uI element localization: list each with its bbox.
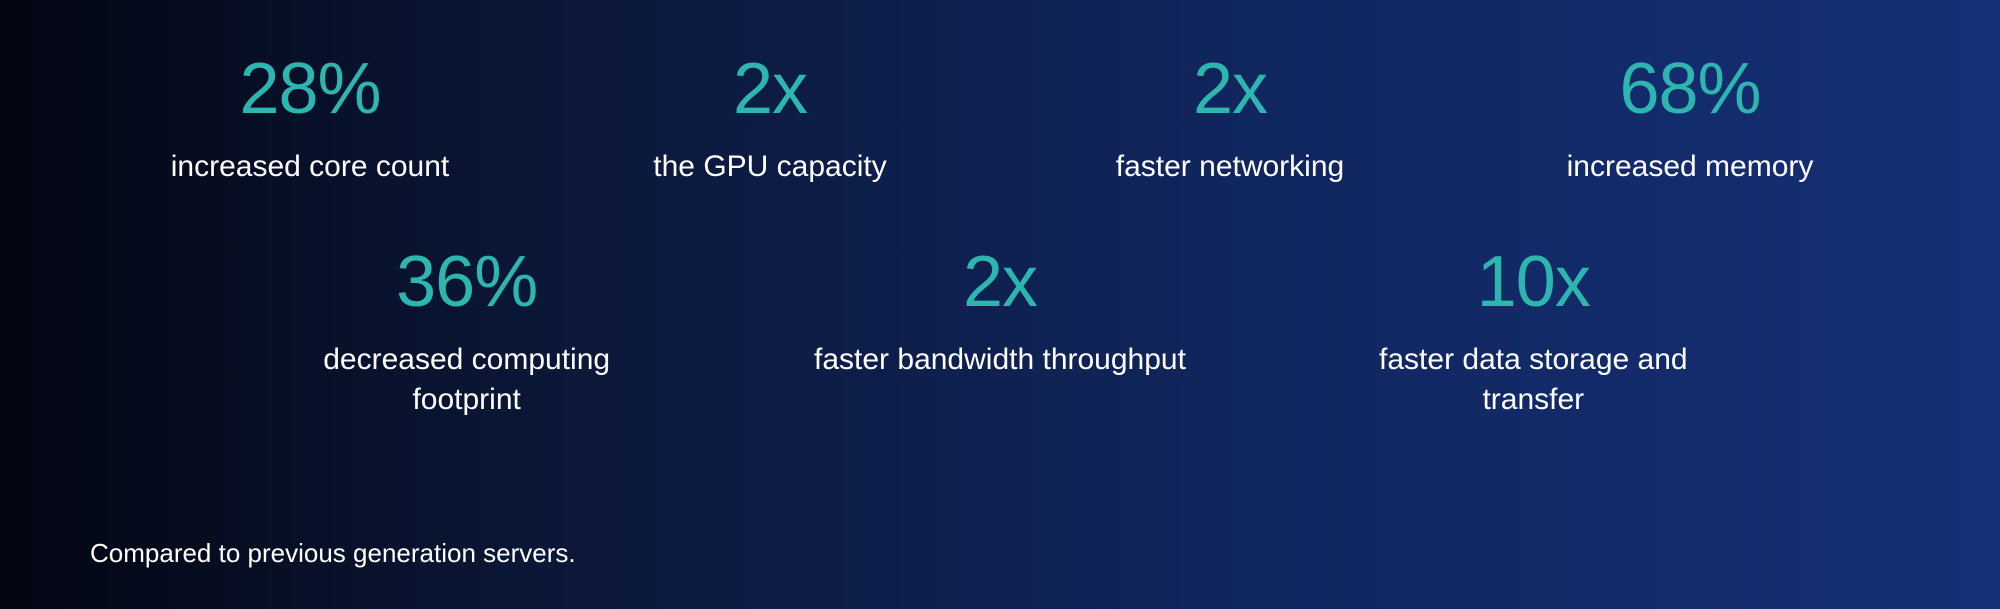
stat-label: faster bandwidth throughput [814, 340, 1186, 381]
stat-label: the GPU capacity [653, 147, 886, 188]
stat-computing-footprint: 36% decreased computing footprint [200, 243, 733, 421]
stat-value: 10x [1477, 243, 1590, 322]
stat-label: faster data storage and transfer [1333, 340, 1733, 421]
stat-value: 2x [1193, 50, 1267, 129]
stat-gpu-capacity: 2x the GPU capacity [540, 50, 1000, 188]
stat-core-count: 28% increased core count [80, 50, 540, 188]
stat-value: 36% [396, 243, 537, 322]
footnote: Compared to previous generation servers. [80, 538, 1920, 569]
stat-memory: 68% increased memory [1460, 50, 1920, 188]
stat-value: 2x [733, 50, 807, 129]
stat-label: increased memory [1567, 147, 1814, 188]
stat-value: 68% [1619, 50, 1760, 129]
stat-label: increased core count [171, 147, 450, 188]
stat-label: faster networking [1116, 147, 1344, 188]
stat-networking: 2x faster networking [1000, 50, 1460, 188]
stats-row-2: 36% decreased computing footprint 2x fas… [80, 243, 1920, 421]
stat-label: decreased computing footprint [267, 340, 667, 421]
stats-row-1: 28% increased core count 2x the GPU capa… [80, 50, 1920, 188]
stat-bandwidth: 2x faster bandwidth throughput [733, 243, 1266, 381]
stat-data-storage: 10x faster data storage and transfer [1267, 243, 1800, 421]
stat-value: 28% [239, 50, 380, 129]
stat-value: 2x [963, 243, 1037, 322]
